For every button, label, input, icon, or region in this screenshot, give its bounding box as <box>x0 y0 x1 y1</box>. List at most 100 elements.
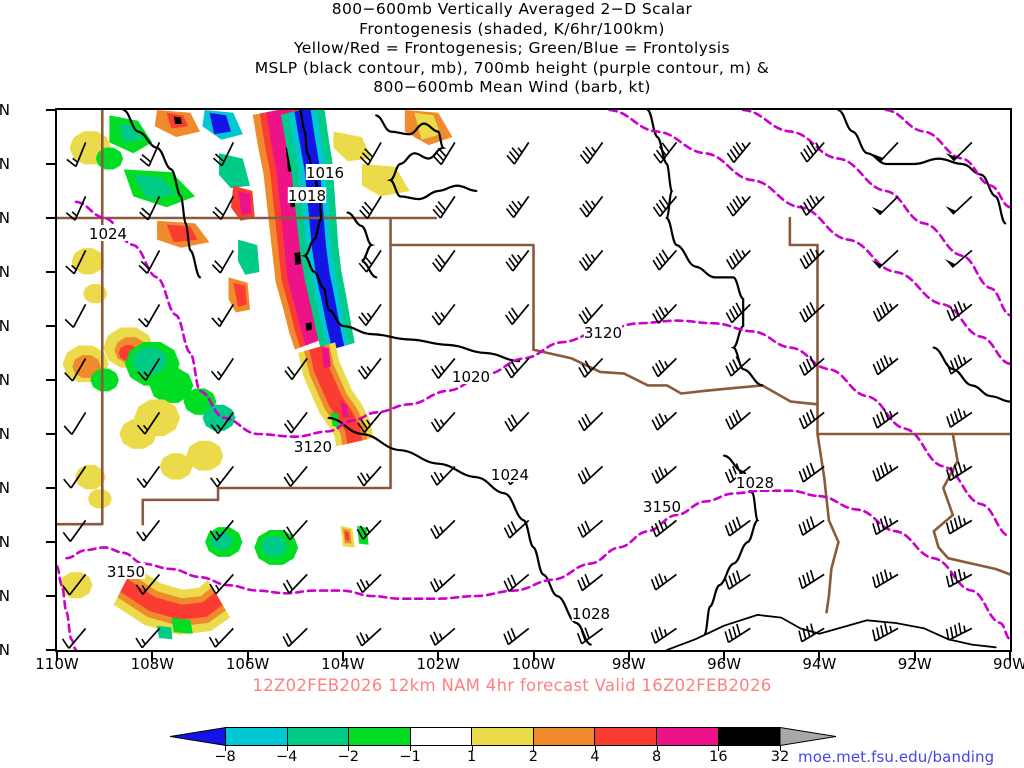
wind-barb <box>135 627 161 649</box>
mslp-contour-ne <box>837 110 983 176</box>
wind-barb <box>946 301 973 322</box>
mslp-label-1028: 1028 <box>736 474 774 492</box>
frontogenesis-patch-small-4 <box>72 355 101 378</box>
wind-barb <box>432 249 456 273</box>
colorbar-tick <box>595 746 596 751</box>
forecast-caption: 12Z02FEB2026 12km NAM 4hr forecast Valid… <box>252 676 772 695</box>
wind-barb <box>431 303 456 326</box>
state-border-tx-la <box>816 243 840 614</box>
colorbar-under-arrow <box>170 727 226 746</box>
weather-map[interactable]: 1016 1018 1024 1020 1024 1028 1028 3120 3120 3150… <box>55 108 1012 652</box>
wind-barb-layer <box>61 141 973 649</box>
wind-barb <box>725 356 751 377</box>
colorbar-label-4: 1 <box>467 749 477 765</box>
contour-label-bg <box>287 187 327 203</box>
mslp-contour-ne2 <box>980 173 1007 225</box>
wind-barb <box>503 573 530 592</box>
state-borders-layer <box>57 110 1010 614</box>
wind-barb <box>945 568 973 588</box>
wind-barb <box>505 195 530 219</box>
wind-barb <box>209 465 234 488</box>
wind-barb <box>210 357 235 381</box>
latitude-tick <box>46 541 55 543</box>
latitude-label-37N: 37N <box>0 209 10 227</box>
height-label-3150: 3150 <box>107 563 145 581</box>
frontogenesis-patch <box>238 191 252 216</box>
wind-barb <box>430 519 456 540</box>
frontogenesis-patch <box>414 112 441 140</box>
title-line-5: 800−600mb Mean Wind (barb, kt) <box>373 78 651 96</box>
height-contour-3150-w <box>57 565 78 650</box>
longitude-tick <box>913 652 916 661</box>
wind-barb <box>282 627 308 648</box>
latitude-label-39N: 39N <box>0 101 10 119</box>
colorbar-label-5: 2 <box>528 749 538 765</box>
wind-barb <box>798 355 825 376</box>
wind-barb <box>283 411 308 434</box>
wind-barb <box>945 141 973 162</box>
wind-barb <box>651 357 678 378</box>
wind-barb <box>356 627 382 647</box>
wind-barb <box>209 573 234 595</box>
longitude-tick <box>627 652 630 661</box>
wind-barb <box>282 573 308 594</box>
colorbar-swatch-0 <box>226 728 288 745</box>
wind-barb <box>798 409 825 430</box>
map-canvas: 1016 1018 1024 1020 1024 1028 1028 3120 3120 3150… <box>57 110 1010 650</box>
colorbar-swatch-1 <box>287 728 350 745</box>
wind-barb <box>430 465 456 486</box>
frontogenesis-patch-small-10 <box>132 347 168 376</box>
wind-barb <box>432 195 456 219</box>
colorbar-swatches <box>225 727 780 746</box>
latitude-label-31N: 31N <box>0 533 10 551</box>
frontogenesis-patch-small-18 <box>202 404 236 431</box>
state-border-ok-tx-panhandle <box>389 243 535 352</box>
wind-barb <box>799 302 825 323</box>
frontolysis-patch <box>357 525 369 545</box>
wind-barb <box>651 465 678 484</box>
wind-barb <box>945 622 973 641</box>
state-border-red-river <box>532 348 819 406</box>
frontogenesis-patch <box>233 282 247 308</box>
colorbar-label-8: 16 <box>709 749 728 765</box>
wind-barb <box>652 195 678 218</box>
longitude-tick <box>151 652 154 661</box>
wind-barb <box>432 141 456 166</box>
frontogenesis-patch-small-21 <box>210 532 233 550</box>
contour-label-bg <box>571 605 611 621</box>
height-label-3120: 3120 <box>294 438 332 456</box>
wind-barb <box>358 303 382 327</box>
wind-barb <box>577 573 604 592</box>
wind-barb <box>945 249 973 269</box>
wind-barb <box>577 465 604 485</box>
state-border-la-ms <box>932 432 1010 576</box>
wind-barb <box>503 519 530 539</box>
wind-barb <box>66 142 87 168</box>
frontogenesis-core-black <box>294 252 301 265</box>
wind-barb <box>651 519 677 538</box>
wind-barb <box>284 357 308 380</box>
frontogenesis-patch-small-1 <box>71 248 105 275</box>
wind-barb <box>65 196 87 221</box>
wind-barb <box>798 462 825 483</box>
contour-label-bg <box>642 498 682 514</box>
wind-barb <box>138 250 161 274</box>
frontogenesis-core <box>340 401 349 418</box>
wind-barb <box>431 357 456 379</box>
mslp-contour-1024 <box>122 110 202 279</box>
colorbar: −8 −4 −2 −1 1 2 4 8 16 32 <box>170 727 870 768</box>
title-line-2: Frontogenesis (shaded, K/6hr/100km) <box>359 19 665 38</box>
longitude-label-104W: 104W <box>321 655 365 673</box>
latitude-label-36N: 36N <box>0 263 10 281</box>
wind-barb <box>136 465 161 488</box>
wind-barb <box>725 302 751 324</box>
longitude-tick <box>723 652 726 661</box>
frontogenesis-patch <box>166 224 198 243</box>
wind-barb <box>212 142 235 167</box>
latitude-tick <box>46 649 55 651</box>
wind-barb <box>576 627 604 645</box>
wind-barb <box>945 515 973 535</box>
colorbar-label-7: 8 <box>652 749 662 765</box>
frontogenesis-patch-small-23 <box>260 535 287 557</box>
wind-barb <box>283 465 308 487</box>
